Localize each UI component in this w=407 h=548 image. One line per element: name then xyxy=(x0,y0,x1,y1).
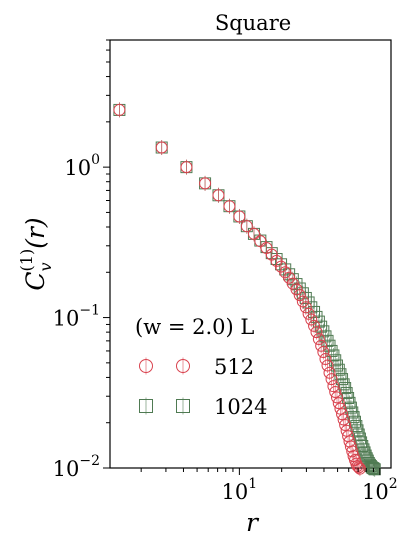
data-point-L512 xyxy=(351,458,364,474)
legend-marker xyxy=(139,357,153,375)
data-point-L512 xyxy=(113,102,126,118)
data-point-L512 xyxy=(180,159,193,175)
data-point-L512 xyxy=(346,443,359,459)
data-point-L512 xyxy=(323,365,336,381)
data-point-L512 xyxy=(317,344,330,360)
data-point-L512 xyxy=(265,247,278,263)
data-point-L512 xyxy=(299,299,312,315)
data-point-L512 xyxy=(223,198,236,214)
data-point-L512 xyxy=(305,312,318,328)
data-point-L512 xyxy=(240,218,253,234)
data-point-L1024 xyxy=(330,358,343,374)
data-point-L512 xyxy=(254,233,267,249)
data-point-L512 xyxy=(199,175,212,191)
data-point-L512 xyxy=(155,140,168,156)
data-point-L512 xyxy=(308,318,321,334)
data-point-L1024 xyxy=(355,434,368,450)
data-point-L1024 xyxy=(346,404,359,420)
data-point-L512 xyxy=(312,331,325,347)
legend-label: 1024 xyxy=(214,395,267,419)
plot-area xyxy=(109,39,392,469)
data-point-L1024 xyxy=(332,362,345,378)
data-point-L512 xyxy=(212,187,225,203)
legend-item-512: 512 xyxy=(139,355,254,379)
legend-label: 512 xyxy=(214,355,254,379)
legend-marker xyxy=(176,357,190,375)
axis-ticks: 100 10−1 10−2 101 102 xyxy=(53,39,398,504)
y-label-symbol: C xyxy=(21,272,50,291)
data-point-L512 xyxy=(233,208,246,224)
y-tick-label: 10−1 xyxy=(53,303,100,331)
data-point-L512 xyxy=(293,287,306,303)
data-point-L512 xyxy=(302,306,315,322)
y-label-subscript: v xyxy=(36,262,55,271)
data-point-L512 xyxy=(296,293,309,309)
data-point-L1024 xyxy=(364,458,377,474)
data-marks xyxy=(113,102,381,477)
legend-marker xyxy=(139,397,153,415)
x-axis-label: r xyxy=(246,508,260,537)
legend: (w = 2.0) L 512 1024 xyxy=(135,315,267,419)
chart-title: Square xyxy=(215,11,291,35)
data-point-L512 xyxy=(327,378,340,394)
data-point-L512 xyxy=(290,281,303,297)
y-label-argument: (r) xyxy=(21,217,50,248)
y-axis-label: Cv(1)(r) xyxy=(17,217,55,290)
data-point-L512 xyxy=(283,270,296,286)
legend-marker xyxy=(176,397,190,415)
data-point-L512 xyxy=(247,226,260,242)
data-point-L512 xyxy=(319,351,332,367)
data-point-L512 xyxy=(315,338,328,354)
y-label-superscript: (1) xyxy=(17,249,36,272)
data-point-L512 xyxy=(310,324,323,340)
y-tick-label: 10−2 xyxy=(53,453,100,481)
x-tick-label: 102 xyxy=(362,476,398,504)
legend-item-1024: 1024 xyxy=(139,395,267,419)
data-point-L512 xyxy=(330,389,343,405)
x-tick-label: 101 xyxy=(222,476,258,504)
data-point-L1024 xyxy=(325,343,338,359)
data-point-L512 xyxy=(352,459,365,475)
data-point-L512 xyxy=(353,461,366,477)
svg-text:Cv(1)(r): Cv(1)(r) xyxy=(17,217,55,290)
data-point-L512 xyxy=(321,358,334,374)
data-point-L512 xyxy=(325,371,338,387)
y-tick-label: 100 xyxy=(64,152,100,180)
legend-title: (w = 2.0) L xyxy=(135,315,254,339)
